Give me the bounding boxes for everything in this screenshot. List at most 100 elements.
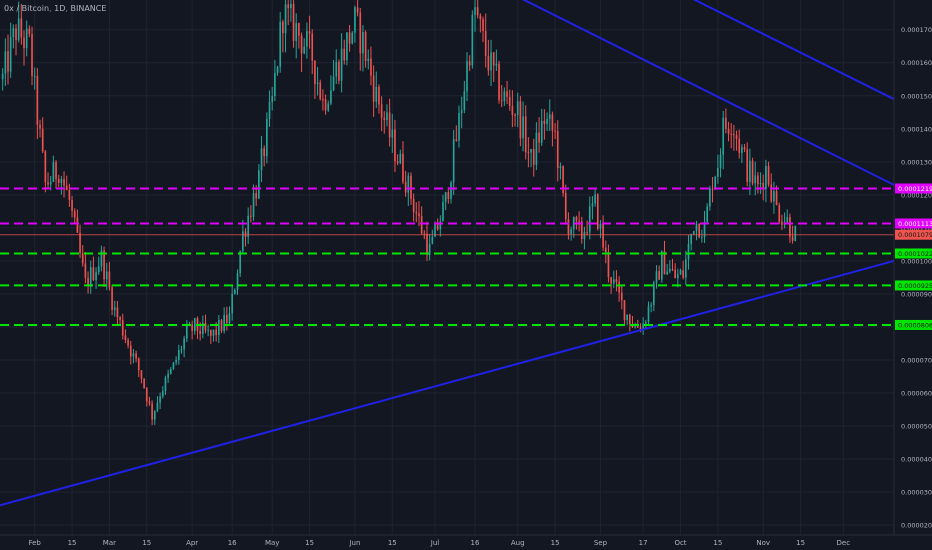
candle-down[interactable] [28,28,31,35]
candle-down[interactable] [482,19,484,31]
candle-up[interactable] [100,250,103,267]
candle-down[interactable] [551,114,554,131]
candle-down[interactable] [84,263,87,278]
candle-up[interactable] [212,329,215,336]
candle-up[interactable] [695,223,698,232]
candle-down[interactable] [338,61,340,81]
candle-up[interactable] [33,75,36,77]
candle-up[interactable] [773,191,775,202]
candle-up[interactable] [666,271,668,275]
candle-down[interactable] [698,223,701,238]
candle-down[interactable] [586,232,588,234]
candle-up[interactable] [693,231,695,235]
candle-up[interactable] [703,221,706,237]
candle-up[interactable] [660,251,663,280]
candle-up[interactable] [1,73,4,80]
candle-up[interactable] [9,37,12,72]
candle-up[interactable] [634,326,636,328]
candle-down[interactable] [324,99,327,111]
candle-up[interactable] [303,46,306,54]
candle-up[interactable] [276,66,279,73]
candle-up[interactable] [460,110,463,114]
candle-down[interactable] [394,129,396,162]
candle-down[interactable] [111,287,113,310]
candle-down[interactable] [388,112,391,138]
candle-up[interactable] [722,117,725,155]
time-axis[interactable]: Feb 15 Mar 15 Apr 16 May 15 Jun 15 Jul 16 Aug 15 Sep 17… [28,539,850,547]
candle-up[interactable] [105,271,108,280]
candle-down[interactable] [124,335,127,341]
candle-down[interactable] [725,117,727,129]
candle-up[interactable] [268,101,271,119]
candle-down[interactable] [415,212,418,214]
candle-down[interactable] [743,147,746,150]
candle-up[interactable] [701,236,703,238]
candle-up[interactable] [159,396,161,403]
candle-up[interactable] [450,182,452,200]
candle-up[interactable] [239,251,242,274]
candle-down[interactable] [220,320,223,332]
candle-up[interactable] [535,132,538,165]
candle-down[interactable] [623,300,626,321]
candle-up[interactable] [466,61,468,92]
candle-down[interactable] [596,194,599,229]
candle-down[interactable] [23,37,25,49]
candle-up[interactable] [271,96,274,102]
candle-down[interactable] [129,345,132,357]
candle-down[interactable] [308,31,311,34]
candle-up[interactable] [642,323,644,330]
price-axis-panel[interactable] [894,0,932,550]
candle-down[interactable] [604,247,607,253]
candle-up[interactable] [719,154,722,168]
candle-up[interactable] [530,149,532,153]
candle-down[interactable] [775,191,778,206]
candle-down[interactable] [508,96,511,107]
candle-up[interactable] [169,369,172,374]
candle-down[interactable] [778,205,781,222]
candle-up[interactable] [60,179,63,184]
candle-down[interactable] [511,106,514,116]
candle-up[interactable] [490,52,492,71]
candle-up[interactable] [260,148,263,171]
candle-up[interactable] [153,410,156,420]
candle-down[interactable] [41,128,44,152]
candle-up[interactable] [279,21,282,67]
candle-up[interactable] [522,116,524,139]
candle-down[interactable] [298,23,300,36]
candle-up[interactable] [749,160,751,182]
candle-up[interactable] [471,14,474,66]
candle-down[interactable] [479,15,482,20]
candle-up[interactable] [685,259,687,278]
candle-up[interactable] [650,305,652,307]
candle-up[interactable] [495,63,498,66]
candle-down[interactable] [87,277,89,287]
candle-up[interactable] [164,377,167,392]
candle-down[interactable] [506,91,508,97]
interval[interactable]: 1D [54,4,66,13]
candle-down[interactable] [562,166,564,193]
candle-up[interactable] [228,313,231,324]
candle-down[interactable] [191,324,193,331]
symbol-name[interactable]: 0x / Bitcoin [4,4,50,13]
candle-down[interactable] [36,75,39,125]
candle-up[interactable] [794,225,797,241]
candle-down[interactable] [44,151,47,183]
candle-down[interactable] [711,188,714,190]
candle-up[interactable] [367,58,370,62]
candle-up[interactable] [97,266,100,273]
candle-down[interactable] [71,199,73,211]
candle-down[interactable] [39,124,41,129]
candle-down[interactable] [47,182,49,185]
candle-up[interactable] [591,203,594,207]
candle-down[interactable] [770,184,773,202]
candle-down[interactable] [31,34,33,77]
candle-up[interactable] [652,282,655,306]
candle-down[interactable] [57,179,60,184]
time-axis-panel[interactable] [0,535,932,550]
candle-down[interactable] [263,148,266,157]
candle-down[interactable] [671,268,674,270]
candle-down[interactable] [370,58,372,76]
candle-down[interactable] [314,60,316,84]
candle-up[interactable] [687,243,690,260]
candle-down[interactable] [215,329,217,336]
